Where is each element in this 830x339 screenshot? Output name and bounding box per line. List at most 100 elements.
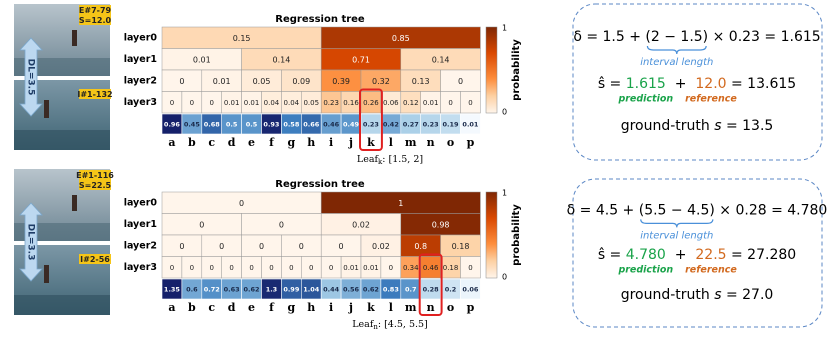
leaf-letter: f — [269, 301, 275, 314]
leaf-letter: e — [248, 301, 255, 314]
eq-part: = 13.615 — [727, 76, 797, 92]
colorbar — [485, 26, 498, 114]
leaf-value: 0.42 — [383, 121, 399, 129]
prediction-label: prediction — [617, 94, 673, 105]
leaf-letter: a — [168, 136, 175, 149]
cell-value: 0 — [179, 242, 184, 251]
cell-value: 0.01 — [213, 77, 231, 86]
cell-value: 0 — [249, 264, 253, 272]
leaf-value: 0.72 — [204, 286, 220, 294]
eq-part: + — [666, 76, 696, 92]
layer-name: layer2 — [124, 75, 157, 86]
cell-value: 0 — [389, 264, 393, 272]
diver — [72, 195, 77, 211]
leaf-letter: l — [389, 136, 393, 149]
leaf-letter: h — [307, 136, 315, 149]
leaf-letter: d — [228, 136, 236, 149]
eq-part: ground-truth — [621, 118, 715, 134]
leaf-value: 0.5 — [246, 121, 258, 129]
leaf-value: 0.6 — [186, 286, 198, 294]
cell-value: 0.05 — [303, 99, 319, 107]
eq-part: × 0.28 = 4.780 — [715, 202, 828, 218]
cell-value: 0.26 — [363, 99, 379, 107]
reference-value: 12.0 — [695, 76, 726, 92]
label-box — [79, 170, 111, 180]
leaf-value: 0.83 — [383, 286, 399, 294]
eq-part: = 27.0 — [722, 287, 774, 303]
cell-value: 0 — [468, 99, 472, 107]
leaf-value: 0.2 — [445, 286, 457, 294]
photo-label: E#7-79 — [79, 6, 112, 15]
cell-value: 0.01 — [193, 55, 211, 64]
cell-value: 0.85 — [392, 34, 410, 43]
colorbar-label: probability — [511, 39, 522, 101]
prediction-value: 1.615 — [626, 76, 666, 92]
eq-part: × 0.23 = 1.615 — [708, 29, 821, 45]
colorbar-label: probability — [511, 204, 522, 266]
leaf-letter: g — [287, 301, 295, 314]
cell-value: 0 — [210, 264, 214, 272]
leaf-letter: m — [405, 136, 417, 149]
layer-name: layer1 — [124, 219, 157, 230]
cell-value: 0.04 — [284, 99, 300, 107]
eq-interval: (5.5 − 4.5) — [639, 202, 715, 218]
layer-name: layer3 — [124, 262, 157, 273]
cell-value: 0.13 — [412, 77, 430, 86]
leaf-value: 0.27 — [403, 121, 419, 129]
eq-var: s — [714, 118, 721, 134]
interval-brace — [646, 45, 707, 55]
leaf-letter: k — [367, 136, 375, 149]
cell-value: 0 — [239, 199, 244, 208]
prediction-value: 4.780 — [626, 247, 666, 263]
leaf-value: 0.19 — [443, 121, 460, 129]
leaf-value: 1.04 — [303, 286, 320, 294]
cell-value: 0 — [458, 77, 463, 86]
label-box — [79, 89, 111, 99]
difficulty-arrow — [19, 202, 43, 282]
leaf-value: 1.35 — [164, 286, 181, 294]
leaf-value: 0.99 — [283, 286, 300, 294]
leaf-sub: n — [373, 323, 378, 331]
equation-delta: δ = 1.5 + (2 − 1.5) × 0.23 = 1.615 — [573, 29, 820, 45]
cell-value: 0.05 — [253, 77, 271, 86]
difficulty-arrow — [19, 37, 43, 117]
leaf-name: Leaf — [357, 154, 380, 165]
layer-name: layer0 — [124, 32, 158, 43]
leaf-letter: f — [269, 136, 275, 149]
layer-name: layer3 — [124, 97, 157, 108]
photo-label: S=22.5 — [79, 181, 112, 190]
label-box — [79, 5, 111, 15]
cell-value: 0 — [339, 242, 344, 251]
cell-value: 0 — [299, 242, 304, 251]
eq-part: ŝ = — [598, 247, 626, 263]
cell-value: 0.34 — [403, 264, 419, 272]
colorbar-min: 0 — [502, 273, 507, 282]
leaf-interval: : [1.5, 2] — [382, 154, 423, 165]
leaf-value: 0.28 — [423, 286, 440, 294]
cell-value: 0.02 — [352, 220, 370, 229]
highlight-box — [418, 253, 443, 316]
leaf-letter: p — [467, 136, 475, 149]
equation-delta: δ = 4.5 + (5.5 − 4.5) × 0.28 = 4.780 — [567, 202, 828, 218]
interval-label: interval length — [640, 57, 713, 68]
leaf-value: 1.3 — [266, 286, 278, 294]
reference-value: 22.5 — [695, 247, 726, 263]
difficulty-label: DL=3.3 — [26, 224, 36, 261]
leaf-letter: l — [389, 301, 393, 314]
cell-value: 0.01 — [244, 99, 260, 107]
ground-truth: ground-truth s = 13.5 — [621, 118, 774, 134]
eq-interval: (2 − 1.5) — [645, 29, 708, 45]
tree-title: Regression tree — [275, 14, 365, 25]
cell-value: 0.12 — [403, 99, 419, 107]
leaf-value: 0.62 — [363, 286, 379, 294]
layer-name: layer2 — [124, 240, 157, 251]
colorbar-min: 0 — [502, 108, 507, 117]
leaf-value: 0.01 — [462, 121, 479, 129]
leaf-range: Leafk: [1.5, 2] — [357, 154, 423, 167]
difficulty-label: DL=3.5 — [26, 59, 36, 96]
cell-value: 0.98 — [432, 220, 450, 229]
leaf-value: 0.68 — [204, 121, 221, 129]
leaf-value: 0.45 — [184, 121, 201, 129]
eq-part: + — [666, 247, 696, 263]
cell-value: 0.71 — [352, 55, 370, 64]
